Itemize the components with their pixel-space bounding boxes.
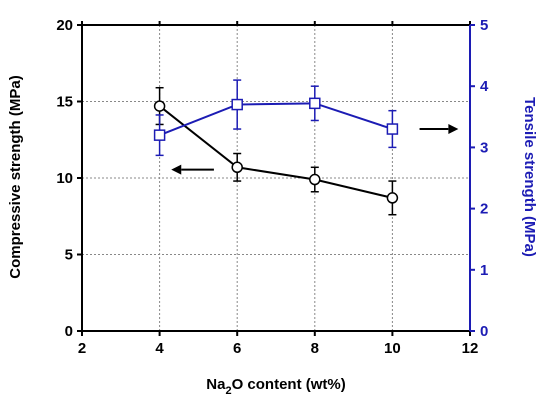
series-2-line xyxy=(159,102,393,137)
series-1-point xyxy=(231,161,243,174)
x-axis-title-subscript: 2 xyxy=(225,385,231,397)
series-2-point xyxy=(386,123,399,135)
y-left-tick-label: 10 xyxy=(56,170,73,187)
series-1-point xyxy=(153,100,166,112)
grid-lines xyxy=(82,25,470,331)
annotation-arrows xyxy=(171,124,459,175)
y-axis-left-title: Compressive strength (MPa) xyxy=(7,75,24,278)
y-right-tick-label: 5 xyxy=(480,17,488,34)
y-right-tick-label: 0 xyxy=(480,323,488,340)
y-right-tick-label: 3 xyxy=(480,139,488,156)
y-right-tick-label: 1 xyxy=(480,262,488,279)
series-2-point xyxy=(153,129,166,141)
arrow-right-head xyxy=(448,124,459,135)
y-right-tick-label: 4 xyxy=(480,78,489,95)
series-2-point xyxy=(231,98,243,111)
arrow-left-head xyxy=(171,164,182,175)
series-layer xyxy=(153,79,399,216)
x-axis-title-prefix: Na xyxy=(206,376,226,393)
y-left-tick-label: 0 xyxy=(65,323,73,340)
x-tick-label: 12 xyxy=(462,340,479,357)
y-axis-right-title: Tensile strength (MPa) xyxy=(521,97,538,257)
x-tick-label: 6 xyxy=(233,340,241,357)
x-axis-title-suffix: O content (wt%) xyxy=(232,376,346,393)
series-1-point xyxy=(309,173,321,186)
axes-layer xyxy=(77,21,475,336)
y-left-tick-label: 20 xyxy=(56,17,73,34)
series-1-point xyxy=(386,192,399,204)
x-tick-label: 8 xyxy=(311,340,319,357)
y-left-tick-label: 15 xyxy=(56,94,73,111)
y-right-tick-label: 2 xyxy=(480,201,488,218)
x-axis-title: Na2O content (wt%) xyxy=(206,376,345,397)
x-tick-label: 2 xyxy=(78,340,86,357)
series-1-line xyxy=(158,105,393,199)
x-tick-label: 4 xyxy=(155,340,164,357)
y-left-tick-label: 5 xyxy=(65,247,73,264)
x-tick-label: 10 xyxy=(384,340,401,357)
series-2-point xyxy=(309,97,321,110)
